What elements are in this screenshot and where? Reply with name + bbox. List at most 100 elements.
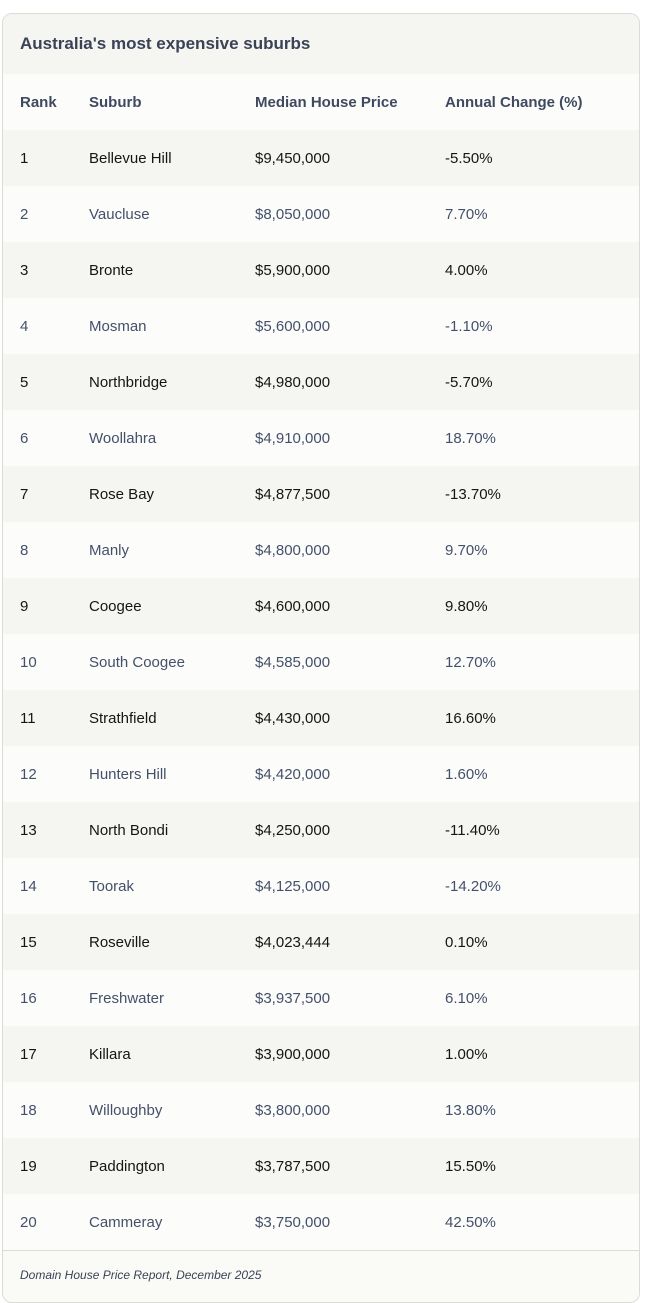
price-cell: $3,787,500 <box>255 1157 331 1175</box>
suburb-cell: Mosman <box>89 317 147 335</box>
table-row: 14 Toorak $4,125,000 -14.20% <box>3 858 639 914</box>
table-row: 3 Bronte $5,900,000 4.00% <box>3 242 639 298</box>
suburb-cell: Cammeray <box>89 1213 163 1231</box>
suburb-cell: Toorak <box>89 877 135 895</box>
suburb-cell: Coogee <box>89 597 142 615</box>
price-cell: $4,023,444 <box>255 933 331 951</box>
table-body: 1 Bellevue Hill $9,450,000 -5.50% 2 Vaucluse $… <box>3 130 639 1250</box>
change-cell: -5.70% <box>445 373 493 391</box>
table-row: 11 Strathfield $4,430,000 16.60% <box>3 690 639 746</box>
rank-cell: 11 <box>20 709 36 727</box>
table-row: 4 Mosman $5,600,000 -1.10% <box>3 298 639 354</box>
change-cell: 15.50% <box>445 1157 496 1175</box>
table-title-bar: Australia's most expensive suburbs <box>3 14 639 74</box>
suburbs-table-card: Australia's most expensive suburbs Rank … <box>2 13 640 1303</box>
change-cell: -13.70% <box>445 485 501 503</box>
price-cell: $4,877,500 <box>255 485 331 503</box>
rank-cell: 15 <box>20 933 37 951</box>
price-cell: $4,800,000 <box>255 541 331 559</box>
table-header-row: Rank Suburb Median House Price Annual Ch… <box>3 74 639 130</box>
rank-cell: 4 <box>20 317 29 335</box>
price-cell: $4,420,000 <box>255 765 331 783</box>
rank-cell: 1 <box>20 149 29 167</box>
suburb-cell: Hunters Hill <box>89 765 167 783</box>
price-cell: $4,250,000 <box>255 821 331 839</box>
price-cell: $3,750,000 <box>255 1213 331 1231</box>
rank-cell: 5 <box>20 373 29 391</box>
rank-cell: 19 <box>20 1157 37 1175</box>
suburb-cell: Bellevue Hill <box>89 149 172 167</box>
table-row: 17 Killara $3,900,000 1.00% <box>3 1026 639 1082</box>
table-row: 18 Willoughby $3,800,000 13.80% <box>3 1082 639 1138</box>
table-row: 19 Paddington $3,787,500 15.50% <box>3 1138 639 1194</box>
rank-cell: 8 <box>20 541 29 559</box>
change-cell: 7.70% <box>445 205 488 223</box>
suburb-cell: Rose Bay <box>89 485 155 503</box>
table-row: 10 South Coogee $4,585,000 12.70% <box>3 634 639 690</box>
suburb-cell: South Coogee <box>89 653 185 671</box>
change-cell: 6.10% <box>445 989 488 1007</box>
table-footer: Domain House Price Report, December 2025 <box>3 1250 639 1298</box>
table-row: 16 Freshwater $3,937,500 6.10% <box>3 970 639 1026</box>
column-header-annual-change: Annual Change (%) <box>445 93 583 111</box>
table-row: 1 Bellevue Hill $9,450,000 -5.50% <box>3 130 639 186</box>
suburb-cell: Strathfield <box>89 709 157 727</box>
source-note: Domain House Price Report, December 2025 <box>20 1267 262 1282</box>
suburb-cell: Northbridge <box>89 373 168 391</box>
suburbs-table: Rank Suburb Median House Price Annual Ch… <box>3 74 639 1250</box>
suburb-cell: North Bondi <box>89 821 169 839</box>
table-row: 13 North Bondi $4,250,000 -11.40% <box>3 802 639 858</box>
change-cell: 12.70% <box>445 653 496 671</box>
change-cell: 42.50% <box>445 1213 496 1231</box>
rank-cell: 2 <box>20 205 29 223</box>
table-row: 2 Vaucluse $8,050,000 7.70% <box>3 186 639 242</box>
rank-cell: 12 <box>20 765 37 783</box>
suburb-cell: Woollahra <box>89 429 157 447</box>
change-cell: -11.40% <box>445 821 500 839</box>
rank-cell: 16 <box>20 989 37 1007</box>
suburb-cell: Paddington <box>89 1157 165 1175</box>
table-row: 8 Manly $4,800,000 9.70% <box>3 522 639 578</box>
table-row: 9 Coogee $4,600,000 9.80% <box>3 578 639 634</box>
price-cell: $9,450,000 <box>255 149 331 167</box>
table-row: 6 Woollahra $4,910,000 18.70% <box>3 410 639 466</box>
price-cell: $4,125,000 <box>255 877 331 895</box>
change-cell: -1.10% <box>445 317 493 335</box>
price-cell: $8,050,000 <box>255 205 331 223</box>
table-title: Australia's most expensive suburbs <box>20 34 311 53</box>
change-cell: 16.60% <box>445 709 496 727</box>
change-cell: 9.80% <box>445 597 488 615</box>
rank-cell: 9 <box>20 597 29 615</box>
price-cell: $4,600,000 <box>255 597 331 615</box>
price-cell: $3,937,500 <box>255 989 331 1007</box>
table-row: 12 Hunters Hill $4,420,000 1.60% <box>3 746 639 802</box>
price-cell: $4,980,000 <box>255 373 331 391</box>
change-cell: 1.60% <box>445 765 488 783</box>
column-header-median-price: Median House Price <box>255 93 398 111</box>
price-cell: $4,910,000 <box>255 429 331 447</box>
change-cell: 9.70% <box>445 541 488 559</box>
rank-cell: 10 <box>20 653 37 671</box>
table-row: 15 Roseville $4,023,444 0.10% <box>3 914 639 970</box>
rank-cell: 14 <box>20 877 37 895</box>
rank-cell: 20 <box>20 1213 37 1231</box>
column-header-suburb: Suburb <box>89 93 142 111</box>
rank-cell: 13 <box>20 821 37 839</box>
suburb-cell: Bronte <box>89 261 134 279</box>
change-cell: -14.20% <box>445 877 501 895</box>
suburb-cell: Manly <box>89 541 130 559</box>
change-cell: 13.80% <box>445 1101 496 1119</box>
price-cell: $4,585,000 <box>255 653 331 671</box>
suburb-cell: Freshwater <box>89 989 165 1007</box>
change-cell: 18.70% <box>445 429 496 447</box>
price-cell: $5,600,000 <box>255 317 331 335</box>
suburb-cell: Willoughby <box>89 1101 163 1119</box>
change-cell: 0.10% <box>445 933 488 951</box>
rank-cell: 3 <box>20 261 29 279</box>
price-cell: $4,430,000 <box>255 709 331 727</box>
suburb-cell: Vaucluse <box>89 205 150 223</box>
table-row: 5 Northbridge $4,980,000 -5.70% <box>3 354 639 410</box>
price-cell: $3,800,000 <box>255 1101 331 1119</box>
table-row: 7 Rose Bay $4,877,500 -13.70% <box>3 466 639 522</box>
price-cell: $3,900,000 <box>255 1045 331 1063</box>
